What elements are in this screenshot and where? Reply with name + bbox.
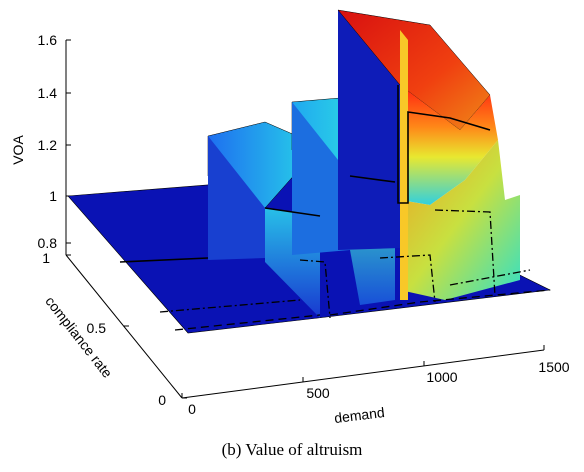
z-tick-labels: 1.6 1.4 1.2 1 0.8 [38, 32, 58, 251]
z-tick-label: 1.6 [38, 32, 58, 48]
x-axis-label: demand [333, 404, 385, 426]
figure-caption: (b) Value of altruism [0, 440, 584, 460]
z-tick-label: 1.4 [38, 85, 58, 101]
x-axis-line [182, 350, 544, 398]
x-tick-label: 1000 [426, 369, 457, 385]
surface-block-3-edge [400, 30, 408, 300]
x-tick-label: 500 [306, 385, 330, 401]
z-tick-label: 0.8 [38, 235, 58, 251]
x-tick-label: 1500 [538, 359, 569, 375]
z-axis-label: VOA [10, 135, 26, 165]
y-tick-label: 0 [158, 392, 166, 408]
z-tick-label: 1 [49, 188, 57, 204]
y-tick-label: 1 [42, 250, 50, 266]
x-tick-label: 0 [188, 401, 196, 417]
y-axis-label: compliance rate [42, 293, 116, 381]
z-tick-label: 1.2 [38, 137, 58, 153]
voa-surface-chart: 1.6 1.4 1.2 1 0.8 1 0.5 0 0 500 1000 150… [0, 0, 584, 440]
y-tick-label: 0.5 [87, 320, 107, 336]
